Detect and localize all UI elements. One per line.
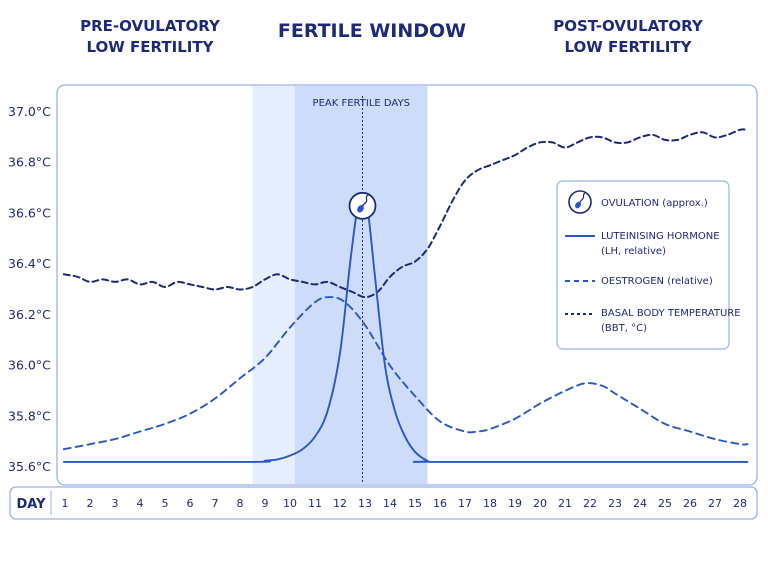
legend: OVULATION (approx.) LUTEINISING HORMONE … <box>556 180 741 350</box>
x-tick-label: 21 <box>558 497 572 510</box>
x-tick-label: 27 <box>708 497 722 510</box>
ovulation-marker <box>348 191 377 220</box>
legend-sublabel-lh: (LH, relative) <box>601 246 666 257</box>
legend-item-lh: LUTEINISING HORMONE (LH, relative) <box>565 231 720 257</box>
x-ticks: 1 2 3 4 5 6 7 8 9 10 11 12 13 14 15 16 17 18 19 20 21 22 23 24 2… <box>62 497 748 510</box>
x-tick-label: 23 <box>608 497 622 510</box>
y-tick-label: 36.8°C <box>8 155 51 170</box>
x-tick-label: 18 <box>483 497 497 510</box>
x-tick-label: 3 <box>112 497 119 510</box>
series-line-oestrogen <box>62 296 749 451</box>
x-tick-label: 13 <box>358 497 372 510</box>
x-tick-label: 2 <box>87 497 94 510</box>
x-tick-label: 19 <box>508 497 522 510</box>
y-tick-label: 35.8°C <box>8 408 51 423</box>
x-tick-label: 16 <box>433 497 447 510</box>
x-axis-label: DAY <box>16 497 46 512</box>
legend-label-lh: LUTEINISING HORMONE <box>601 231 720 242</box>
y-tick-label: 36.4°C <box>8 256 51 271</box>
header-right-line2: LOW FERTILITY <box>565 38 693 56</box>
x-tick-label: 11 <box>308 497 322 510</box>
legend-box <box>556 180 730 350</box>
header-left-line2: LOW FERTILITY <box>87 38 215 56</box>
x-tick-label: 14 <box>383 497 397 510</box>
legend-sublabel-bbt: (BBT, °C) <box>601 323 647 334</box>
series-line-basal-body-temperature <box>62 128 749 299</box>
sperm-icon <box>575 191 587 209</box>
legend-item-oestrogen: OESTROGEN (relative) <box>565 276 713 287</box>
y-axis: 35.6°C 35.8°C 36.0°C 36.2°C 36.4°C 36.6°C 36.8… <box>8 104 51 474</box>
x-tick-label: 26 <box>683 497 697 510</box>
x-tick-label: 9 <box>262 497 269 510</box>
x-tick-label: 20 <box>533 497 547 510</box>
x-tick-label: 28 <box>733 497 747 510</box>
day-axis-box <box>9 486 758 520</box>
chart-header: PRE-OVULATORY LOW FERTILITY FERTILE WIND… <box>80 17 704 56</box>
y-tick-label: 36.0°C <box>8 358 51 373</box>
header-right-line1: POST-OVULATORY <box>553 17 704 35</box>
header-center: FERTILE WINDOW <box>278 20 466 42</box>
y-tick-label: 37.0°C <box>8 104 51 119</box>
fertile-bands <box>252 86 428 484</box>
x-tick-label: 8 <box>237 497 244 510</box>
x-tick-label: 25 <box>658 497 672 510</box>
legend-label-bbt: BASAL BODY TEMPERATURE <box>601 308 741 319</box>
x-tick-label: 4 <box>137 497 144 510</box>
header-left-line1: PRE-OVULATORY <box>80 17 221 35</box>
x-tick-label: 5 <box>162 497 169 510</box>
legend-label-oestrogen: OESTROGEN (relative) <box>601 276 713 287</box>
x-tick-label: 17 <box>458 497 472 510</box>
legend-label-ovulation: OVULATION (approx.) <box>601 198 708 209</box>
legend-item-ovulation: OVULATION (approx.) <box>568 190 708 214</box>
x-tick-label: 15 <box>408 497 422 510</box>
x-axis: DAY 1 2 3 4 5 6 7 8 9 10 11 12 13 14 15 16 17 18 19 20 21 22 2… <box>9 486 758 520</box>
legend-item-bbt: BASAL BODY TEMPERATURE (BBT, °C) <box>565 308 741 334</box>
x-tick-label: 7 <box>212 497 219 510</box>
peak-fertile-label: PEAK FERTILE DAYS <box>313 98 410 109</box>
x-tick-label: 22 <box>583 497 597 510</box>
x-tick-label: 12 <box>333 497 347 510</box>
y-tick-label: 36.2°C <box>8 307 51 322</box>
y-tick-label: 35.6°C <box>8 459 51 474</box>
x-tick-label: 24 <box>633 497 647 510</box>
sperm-icon <box>357 193 370 213</box>
x-tick-label: 1 <box>62 497 69 510</box>
x-tick-label: 10 <box>283 497 297 510</box>
x-tick-label: 6 <box>187 497 194 510</box>
y-tick-label: 36.6°C <box>8 205 51 220</box>
